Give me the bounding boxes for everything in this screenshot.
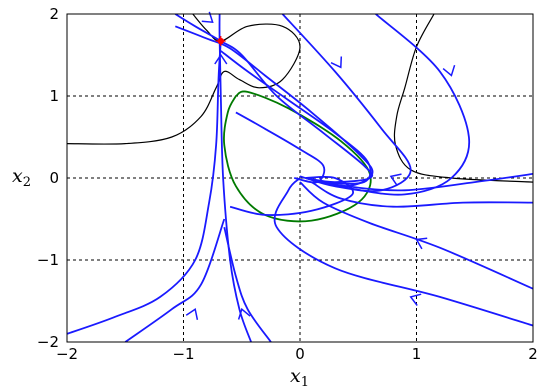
y-tick-label: 2 [49, 5, 59, 23]
x-tick-label: 2 [528, 345, 537, 363]
y-tick-label: −2 [37, 333, 59, 351]
y-tick-label: 1 [49, 87, 59, 105]
direction-arrow [214, 53, 228, 65]
x-tick-label: −1 [172, 345, 194, 363]
direction-arrow [389, 173, 402, 186]
green-region-curve [223, 90, 372, 223]
trajectory-line [174, 25, 374, 188]
black-boundary-curve [393, 14, 533, 183]
x-axis-label: x1 [290, 365, 309, 389]
trajectory-line [273, 177, 533, 327]
trajectory-line [299, 181, 533, 290]
direction-arrow [330, 56, 343, 69]
x-axis-label-main: x [290, 365, 301, 387]
y-axis-label-subscript: 2 [23, 175, 31, 190]
x-axis-label-subscript: 1 [301, 375, 309, 389]
plot-frame [66, 13, 534, 343]
direction-arrow [237, 307, 251, 320]
trajectory-line [281, 14, 412, 192]
direction-arrow [409, 293, 422, 306]
direction-arrow [415, 237, 428, 250]
y-axis-label: x2 [12, 165, 31, 190]
tick-labels: −2 −1 0 1 2 −2 −1 0 1 2 [37, 5, 537, 363]
equilibrium-markers [215, 36, 226, 47]
trajectory-line [124, 218, 226, 342]
trajectory-line [174, 14, 374, 184]
x-tick-label: 0 [295, 345, 305, 363]
trajectory-line [235, 111, 326, 184]
saddle-point-marker [215, 36, 226, 47]
x-tick-label: −2 [56, 345, 78, 363]
trajectory-line [305, 14, 471, 196]
direction-arrow [442, 64, 456, 77]
trajectory-line [223, 226, 272, 342]
curves [67, 14, 533, 342]
direction-arrow [201, 11, 214, 24]
trajectory-line [229, 175, 354, 216]
x-tick-label: 1 [412, 345, 422, 363]
y-tick-label: −1 [37, 251, 59, 269]
direction-arrow [185, 307, 199, 320]
y-axis-label-main: x [12, 165, 23, 187]
trajectory-line [67, 41, 222, 335]
trajectory-line [305, 173, 533, 192]
saddle-cross [215, 36, 226, 47]
y-tick-label: 0 [49, 169, 59, 187]
trajectory-line [311, 181, 533, 208]
direction-arrows [185, 11, 456, 320]
black-boundary-curve [67, 14, 301, 145]
